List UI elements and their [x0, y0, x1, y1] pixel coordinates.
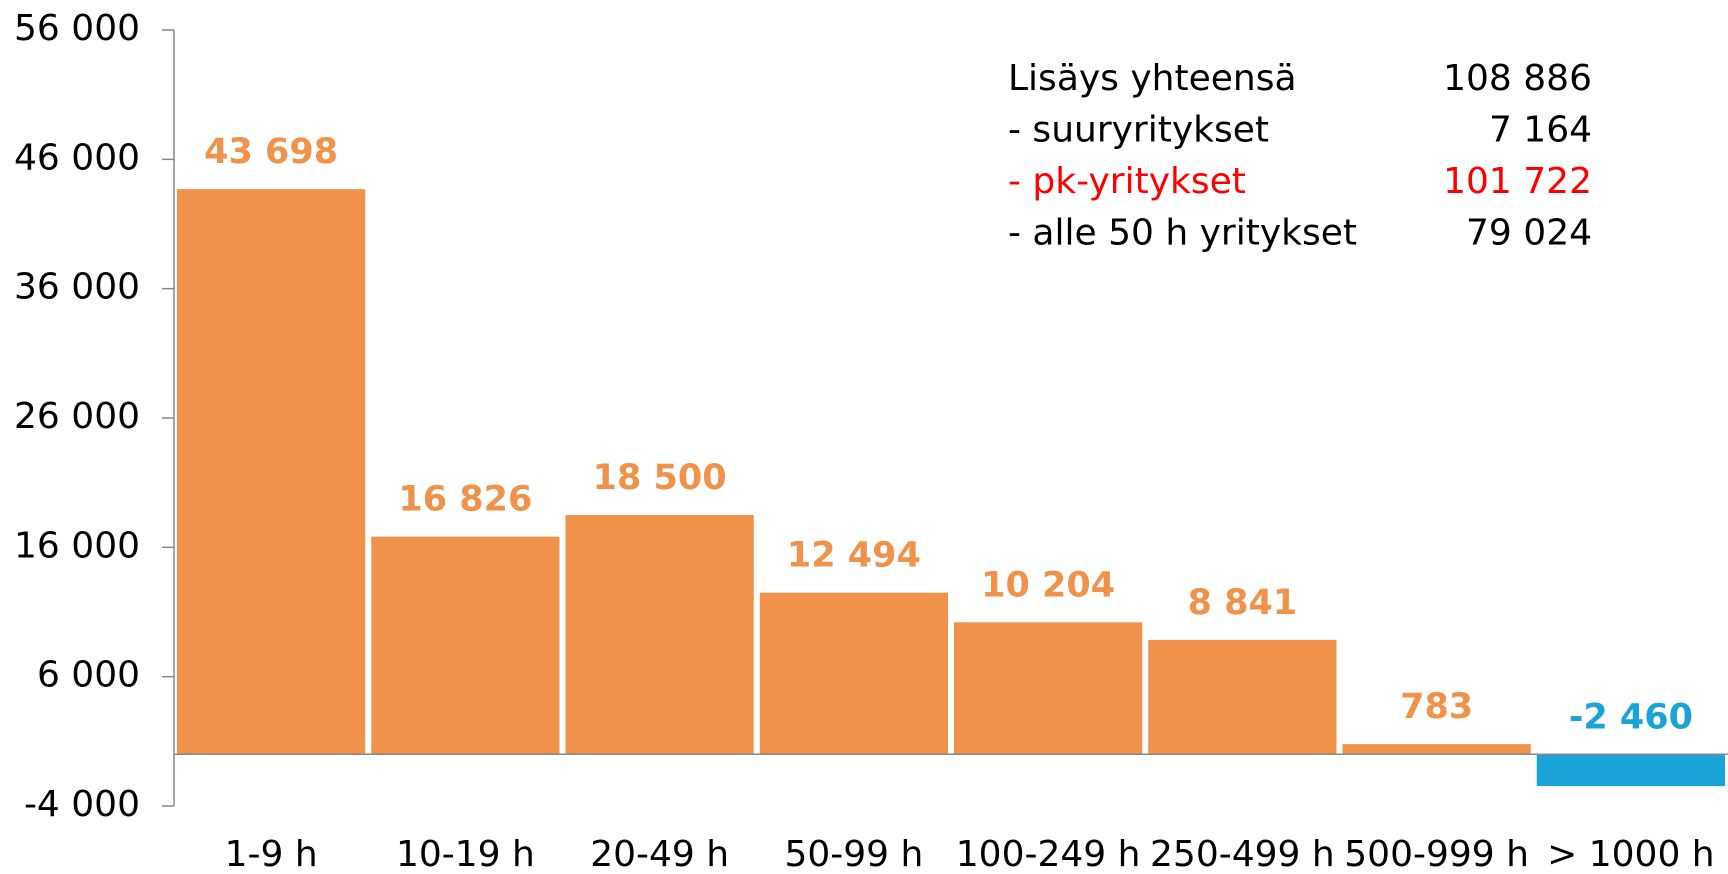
- value-label: -2 460: [1569, 697, 1693, 737]
- value-label: 783: [1400, 687, 1473, 727]
- summary-amount: 108 886: [1443, 58, 1592, 99]
- y-tick-label: 56 000: [14, 8, 140, 49]
- x-tick-label: 100-249 h: [956, 834, 1141, 874]
- summary-amount: 7 164: [1489, 110, 1592, 151]
- bar: [759, 592, 948, 755]
- value-label: 43 698: [204, 132, 338, 172]
- bar: [371, 536, 560, 755]
- value-label: 12 494: [787, 536, 921, 576]
- summary-amount: 101 722: [1443, 161, 1592, 202]
- value-label: 10 204: [981, 565, 1115, 605]
- y-tick-label: -4 000: [24, 784, 140, 825]
- x-tick-label: 500-999 h: [1344, 834, 1529, 874]
- value-label: 16 826: [398, 480, 532, 520]
- y-tick-label: 36 000: [14, 267, 140, 308]
- bar: [565, 515, 754, 755]
- y-tick-label: 26 000: [14, 396, 140, 437]
- x-tick-label: 50-99 h: [784, 834, 923, 874]
- value-label: 8 841: [1188, 583, 1298, 623]
- bar: [1342, 744, 1531, 755]
- y-tick-label: 16 000: [14, 525, 140, 566]
- summary-label: - pk-yritykset: [1008, 161, 1246, 202]
- x-tick-label: 1-9 h: [225, 834, 318, 874]
- y-tick-label: 46 000: [14, 137, 140, 178]
- bar: [177, 189, 366, 755]
- x-tick-label: 10-19 h: [396, 834, 535, 874]
- bar: [954, 622, 1143, 755]
- summary-label: - alle 50 h yritykset: [1008, 213, 1357, 254]
- bar: [1148, 639, 1337, 755]
- value-label: 18 500: [593, 458, 727, 498]
- summary-amount: 79 024: [1466, 213, 1592, 254]
- y-tick-label: 6 000: [37, 655, 140, 696]
- x-tick-label: 20-49 h: [590, 834, 729, 874]
- x-tick-label: > 1000 h: [1547, 834, 1714, 874]
- summary-label: Lisäys yhteensä: [1008, 58, 1297, 99]
- summary-label: - suuryritykset: [1008, 110, 1269, 151]
- x-tick-label: 250-499 h: [1150, 834, 1335, 874]
- bar: [1536, 754, 1725, 787]
